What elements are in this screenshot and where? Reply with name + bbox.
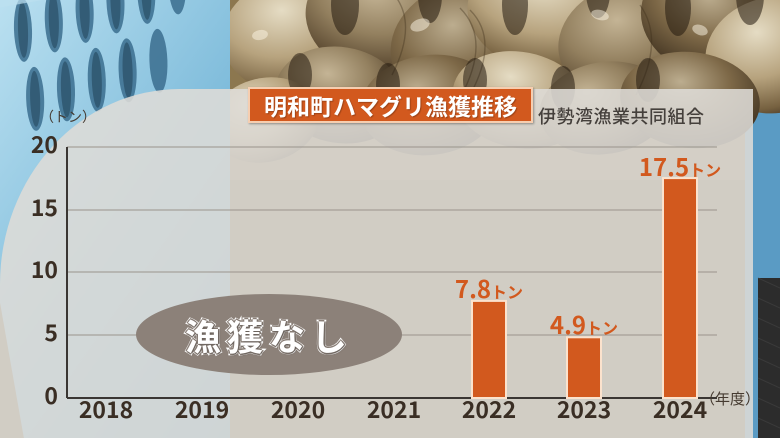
svg-text:2019: 2019 xyxy=(175,391,229,425)
svg-text:2023: 2023 xyxy=(557,391,611,425)
svg-text:2018: 2018 xyxy=(79,391,133,425)
svg-text:20: 20 xyxy=(31,126,58,160)
svg-text:（トン）: （トン） xyxy=(40,107,96,127)
svg-text:（年度）: （年度） xyxy=(700,388,760,409)
svg-text:10: 10 xyxy=(31,251,58,285)
svg-text:2021: 2021 xyxy=(367,391,421,425)
svg-text:5: 5 xyxy=(44,314,58,348)
svg-text:15: 15 xyxy=(31,189,58,223)
svg-text:2024: 2024 xyxy=(653,391,707,425)
svg-text:0: 0 xyxy=(44,377,58,411)
svg-text:2020: 2020 xyxy=(271,391,325,425)
svg-text:2022: 2022 xyxy=(462,391,516,425)
